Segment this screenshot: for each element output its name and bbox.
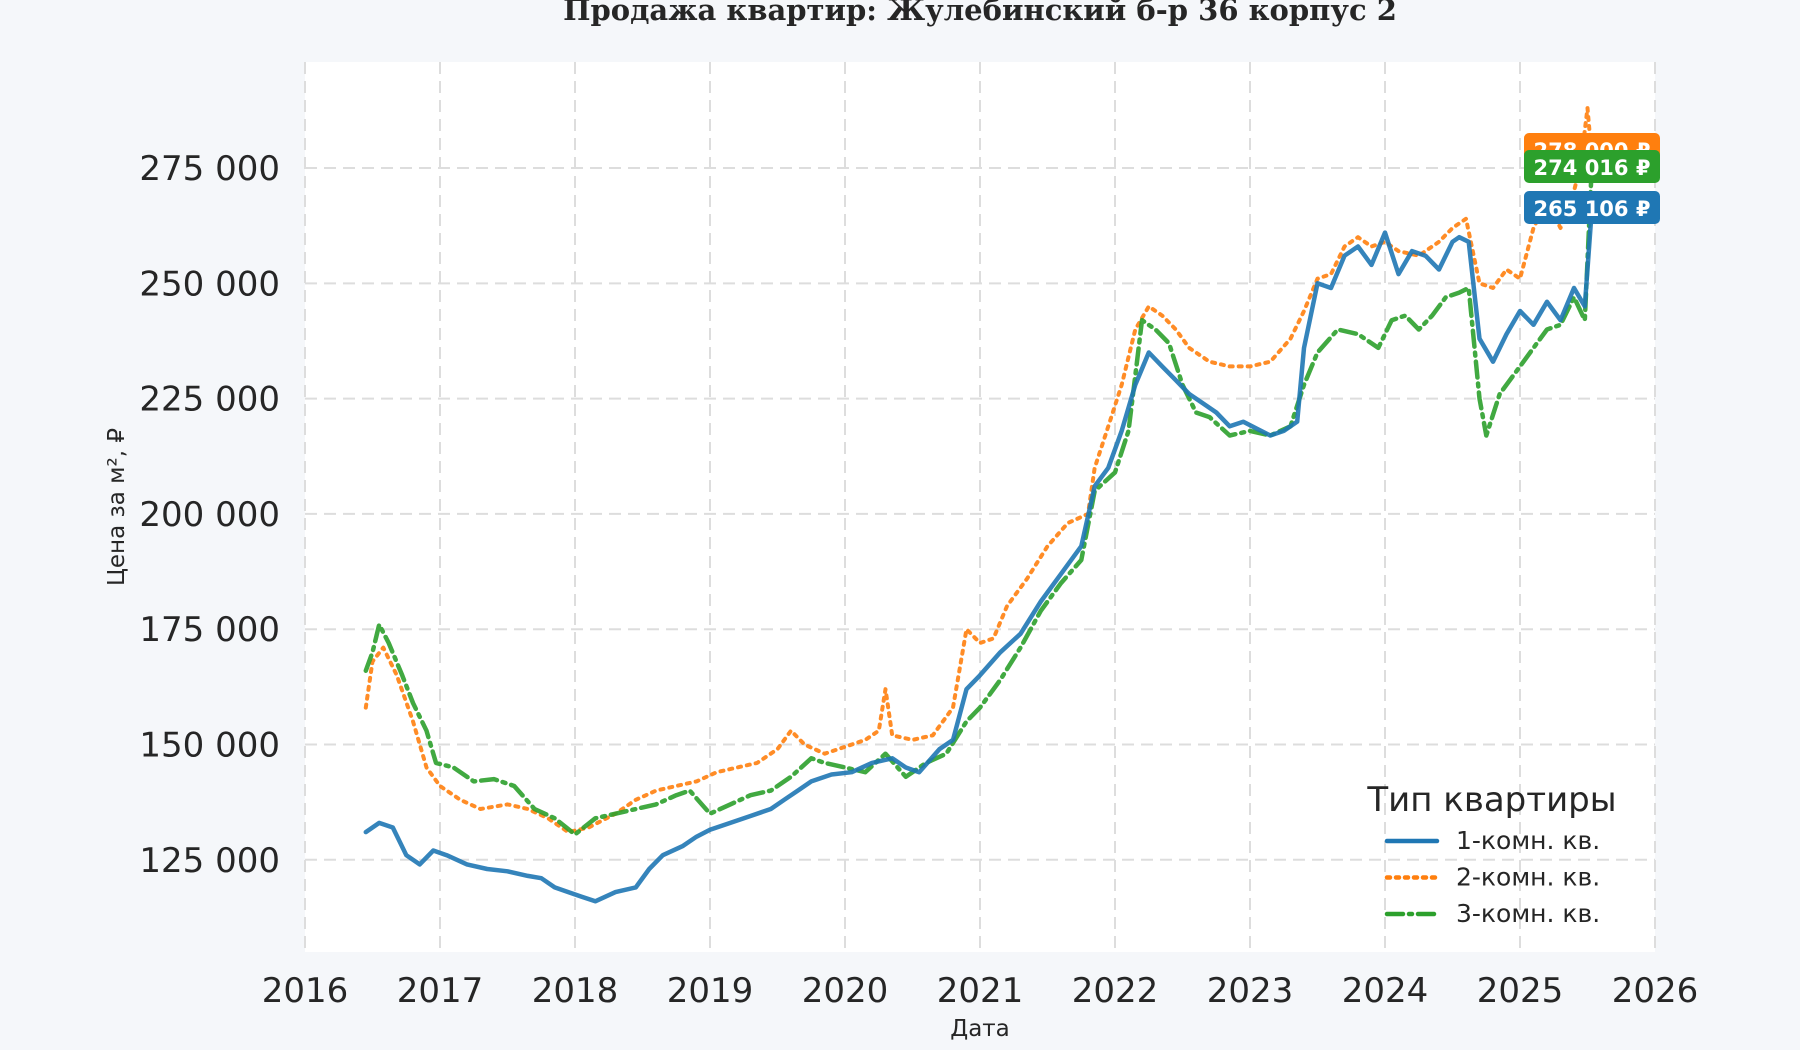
- end-label-3: 274 016 ₽: [1534, 156, 1651, 180]
- legend-label-3: 3-комн. кв.: [1456, 899, 1600, 928]
- legend-title: Тип квартиры: [1366, 780, 1616, 820]
- y-tick-label: 175 000: [139, 610, 280, 650]
- legend-label-2: 2-комн. кв.: [1456, 863, 1600, 892]
- y-tick-label: 125 000: [139, 841, 280, 881]
- end-label-1: 265 106 ₽: [1534, 197, 1651, 221]
- end-label-box-1: [1524, 191, 1660, 224]
- legend: Тип квартиры 1-комн. кв. 2-комн. кв. 3-ком…: [1366, 780, 1616, 928]
- y-axis-label: Цена за м², ₽: [104, 428, 130, 586]
- y-tick-label: 275 000: [139, 149, 280, 189]
- end-labels: 278 000 ₽274 016 ₽265 106 ₽: [1524, 133, 1660, 224]
- x-tick-label: 2024: [1342, 971, 1429, 1011]
- y-tick-label: 225 000: [139, 380, 280, 420]
- x-tick-label: 2021: [937, 971, 1024, 1011]
- grid: [304, 62, 1656, 952]
- x-tick-label: 2022: [1072, 971, 1159, 1011]
- x-tick-label: 2026: [1612, 971, 1699, 1011]
- chart-title: Продажа квартир: Жулебинский б-р 36 корп…: [563, 0, 1397, 27]
- legend-label-1: 1-комн. кв.: [1456, 826, 1600, 855]
- series-line-1: [363, 211, 1594, 904]
- x-tick-label: 2019: [667, 971, 754, 1011]
- x-tick-label: 2025: [1477, 971, 1564, 1011]
- y-tick-label: 250 000: [139, 264, 280, 304]
- y-tick-label: 150 000: [139, 725, 280, 765]
- end-label-box-3: [1524, 150, 1660, 183]
- x-tick-label: 2020: [802, 971, 889, 1011]
- x-tick-label: 2023: [1207, 971, 1294, 1011]
- y-tick-label: 200 000: [139, 495, 280, 535]
- series-line-3: [363, 170, 1594, 837]
- axis-ticks: 2016 2017 2018 2019 2020 2021 2022 2023 2024 2025…: [139, 149, 1698, 1011]
- x-axis-label: Дата: [950, 1016, 1010, 1042]
- series-lines: [363, 106, 1594, 904]
- x-tick-label: 2016: [262, 971, 349, 1011]
- x-tick-label: 2017: [397, 971, 484, 1011]
- x-tick-label: 2018: [532, 971, 619, 1011]
